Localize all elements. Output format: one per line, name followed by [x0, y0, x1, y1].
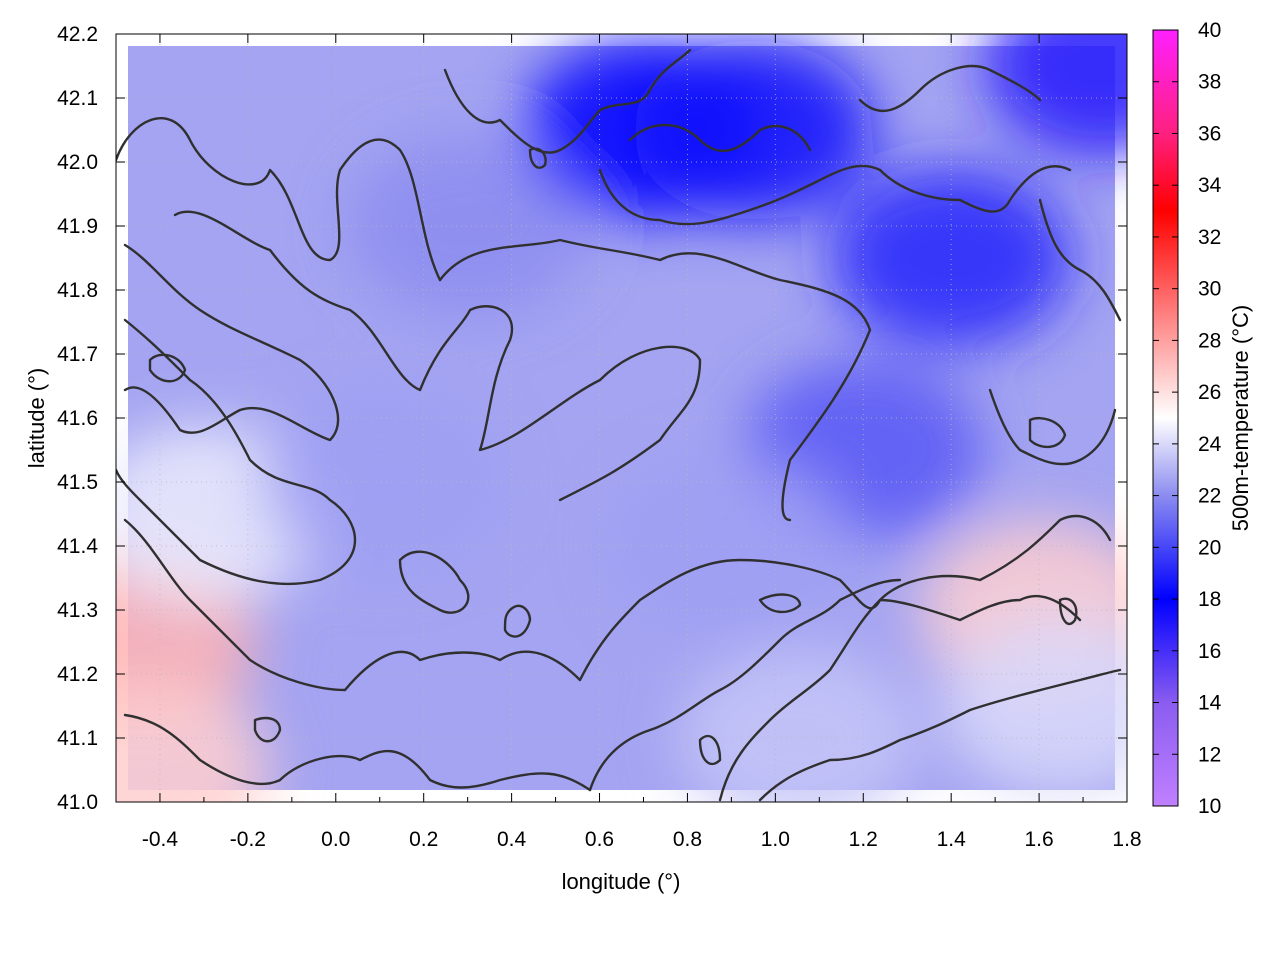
x-tick-label: 1.8 — [1112, 828, 1141, 851]
y-tick-label: 41.6 — [57, 407, 98, 430]
y-tick-label: 41.7 — [57, 343, 98, 366]
field-sample — [633, 40, 874, 220]
colorbar-title: 500m-temperature (°C) — [1228, 305, 1253, 531]
x-tick-label: 0.2 — [409, 828, 438, 851]
field-sample — [259, 392, 500, 572]
colorbar-tick-label: 38 — [1198, 71, 1221, 94]
field-sample — [985, 34, 1127, 156]
colorbar-tick-label: 28 — [1198, 329, 1221, 352]
colorbar-tick-label: 34 — [1198, 174, 1222, 197]
colorbar-tick-label: 32 — [1198, 226, 1221, 249]
x-tick-label: -0.2 — [230, 828, 266, 851]
y-tick-label: 41.1 — [57, 727, 98, 750]
colorbar: 10 12 14 16 18 20 22 24 26 28 30 32 34 36 38 40 500m-te… — [1152, 19, 1253, 818]
temperature-field — [116, 34, 1127, 802]
y-tick-label: 42.1 — [57, 87, 98, 110]
y-tick-label: 42.2 — [57, 23, 98, 46]
x-tick-label: 0.0 — [321, 828, 350, 851]
y-tick-label: 41.2 — [57, 663, 98, 686]
colorbar-gradient — [1152, 29, 1179, 807]
field-sample — [347, 136, 588, 316]
x-axis-title: longitude (°) — [562, 869, 681, 894]
y-tick-label: 41.8 — [57, 279, 98, 302]
colorbar-tick-label: 20 — [1198, 536, 1221, 559]
x-tick-label: 1.0 — [761, 828, 790, 851]
colorbar-tick-label: 16 — [1198, 640, 1221, 663]
colorbar-tick-label: 10 — [1198, 795, 1221, 818]
colorbar-ticks: 10 12 14 16 18 20 22 24 26 28 30 32 34 36 38 40 — [1153, 19, 1222, 818]
y-tick-label: 41.0 — [57, 791, 98, 814]
x-tick-label: 0.6 — [585, 828, 614, 851]
x-tick-label: -0.4 — [142, 828, 179, 851]
field-sample — [831, 168, 1072, 348]
colorbar-tick-label: 22 — [1198, 485, 1221, 508]
colorbar-tick-label: 12 — [1198, 743, 1221, 766]
x-tick-label: 1.6 — [1024, 828, 1053, 851]
plot-grid — [116, 34, 1127, 802]
y-tick-label: 41.5 — [57, 471, 98, 494]
x-tick-label: 1.2 — [849, 828, 878, 851]
field-sample — [116, 680, 272, 802]
elevation-contours — [116, 48, 1122, 802]
x-axis: -0.4 -0.2 0.0 0.2 0.4 0.6 0.8 1.0 1.2 1.4 1.6 1.8 — [142, 34, 1142, 851]
colorbar-tick-label: 18 — [1198, 588, 1221, 611]
colorbar-tick-label: 36 — [1198, 122, 1221, 145]
x-tick-label: 0.8 — [673, 828, 702, 851]
y-tick-label: 42.0 — [57, 151, 98, 174]
y-tick-label: 41.4 — [57, 535, 98, 558]
colorbar-tick-label: 14 — [1198, 692, 1222, 715]
colorbar-tick-label: 26 — [1198, 381, 1221, 404]
x-tick-label: 1.4 — [937, 828, 967, 851]
colorbar-tick-label: 30 — [1198, 278, 1221, 301]
x-tick-label: 0.4 — [497, 828, 527, 851]
y-axis-title: latitude (°) — [24, 368, 49, 469]
field-sample — [677, 648, 918, 802]
field-sample — [941, 616, 1127, 796]
y-tick-label: 41.9 — [57, 215, 98, 238]
colorbar-tick-label: 24 — [1198, 433, 1222, 456]
y-tick-label: 41.3 — [57, 599, 98, 622]
y-axis: 41.0 41.1 41.2 41.3 41.4 41.5 41.6 41.7 41.8 41.9… — [57, 23, 1127, 814]
colorbar-tick-label: 40 — [1198, 19, 1221, 42]
